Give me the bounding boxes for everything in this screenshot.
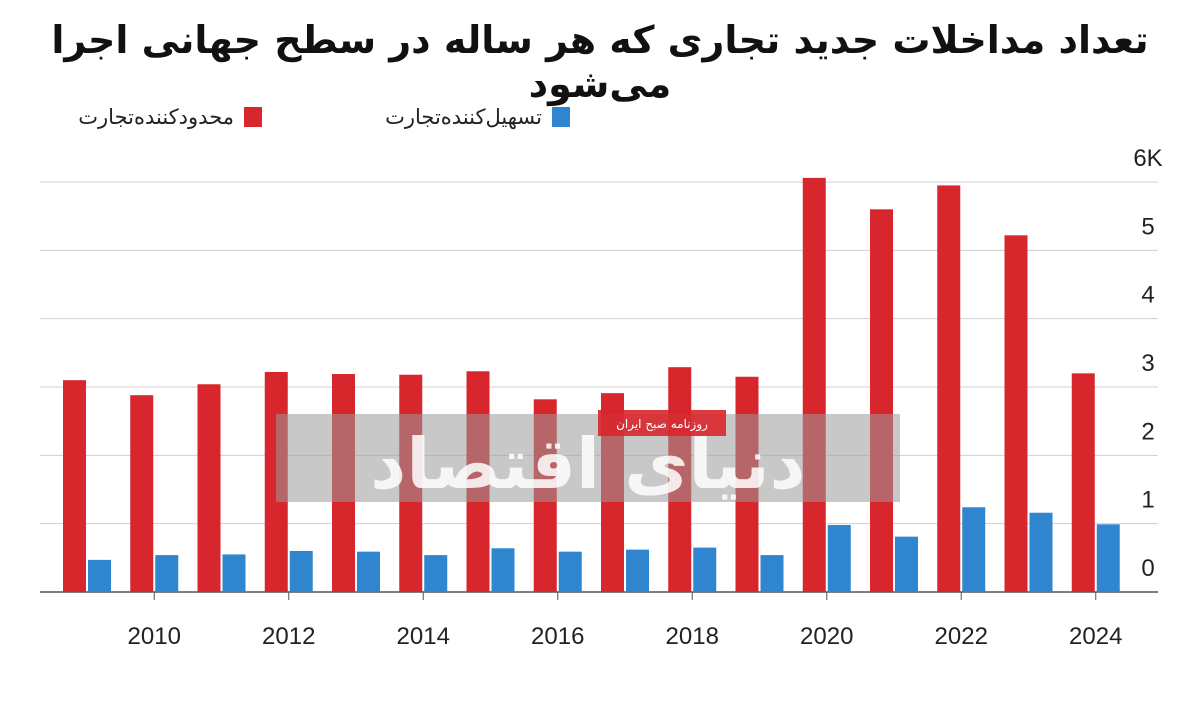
- bar-facilitating: [827, 525, 851, 592]
- bars: [63, 177, 1120, 593]
- bar-facilitating: [357, 551, 380, 592]
- bar-facilitating: [491, 548, 515, 592]
- x-tick-label: 2020: [800, 623, 853, 650]
- bar-facilitating: [760, 555, 784, 592]
- bar-restrictive: [197, 384, 221, 592]
- x-tick-label: 2022: [935, 623, 988, 650]
- x-tick-label: 2012: [262, 623, 315, 650]
- legend-swatch-restrictive: [244, 107, 262, 127]
- bar-restrictive: [1004, 235, 1028, 593]
- legend-swatch-facilitating: [552, 107, 570, 127]
- x-axis-ticks: 2010 2012 2014 2016 2018 2020 2022 2024: [128, 592, 1122, 650]
- watermark-text: دنیای اقتصاد: [370, 423, 805, 505]
- bar-restrictive: [870, 209, 893, 593]
- y-tick-label: 2: [1141, 418, 1154, 445]
- bar-facilitating: [1096, 524, 1120, 592]
- x-tick-label: 2024: [1069, 623, 1122, 650]
- bar-facilitating: [155, 555, 179, 592]
- bar-facilitating: [222, 554, 246, 592]
- y-tick-label: 1: [1141, 487, 1154, 514]
- bar-facilitating: [289, 551, 313, 592]
- y-tick-label: 4: [1141, 282, 1154, 309]
- bar-restrictive: [802, 177, 826, 592]
- chart-title: تعداد مداخلات جدید تجاری که هر ساله در س…: [51, 18, 1149, 106]
- bar-facilitating: [1029, 512, 1053, 592]
- bar-facilitating: [558, 551, 582, 592]
- bar-facilitating: [626, 549, 649, 592]
- x-tick-label: 2010: [128, 623, 181, 650]
- bar-restrictive: [1071, 373, 1095, 592]
- bar-facilitating: [962, 507, 986, 592]
- bar-restrictive: [130, 395, 154, 592]
- legend-label-facilitating: تسهیل‌کننده‌تجارت: [385, 105, 542, 129]
- legend-item-restrictive: محدودکننده‌تجارت: [78, 104, 262, 130]
- y-tick-label: 0: [1141, 555, 1154, 582]
- watermark-badge: [598, 410, 726, 436]
- watermark-badge-text: روزنامه صبح ایران: [616, 417, 708, 432]
- y-tick-label: 5: [1141, 213, 1154, 240]
- bar-facilitating: [693, 547, 717, 592]
- bar-restrictive: [63, 380, 86, 592]
- y-tick-label: 6K: [1133, 145, 1162, 172]
- legend-label-restrictive: محدودکننده‌تجارت: [78, 105, 234, 129]
- watermark-band: [276, 414, 900, 502]
- x-tick-label: 2016: [531, 623, 584, 650]
- bar-facilitating: [895, 536, 918, 592]
- watermark: دنیای اقتصاد روزنامه صبح ایران: [276, 410, 900, 505]
- legend-item-facilitating: تسهیل‌کننده‌تجارت: [385, 104, 570, 130]
- bar-facilitating: [424, 555, 448, 592]
- y-axis-ticks: 0 1 2 3 4 5 6K: [1133, 145, 1162, 582]
- y-tick-label: 3: [1141, 350, 1154, 377]
- bar-restrictive: [937, 185, 961, 592]
- x-tick-label: 2018: [666, 623, 719, 650]
- bar-facilitating: [88, 559, 111, 592]
- x-tick-label: 2014: [397, 623, 450, 650]
